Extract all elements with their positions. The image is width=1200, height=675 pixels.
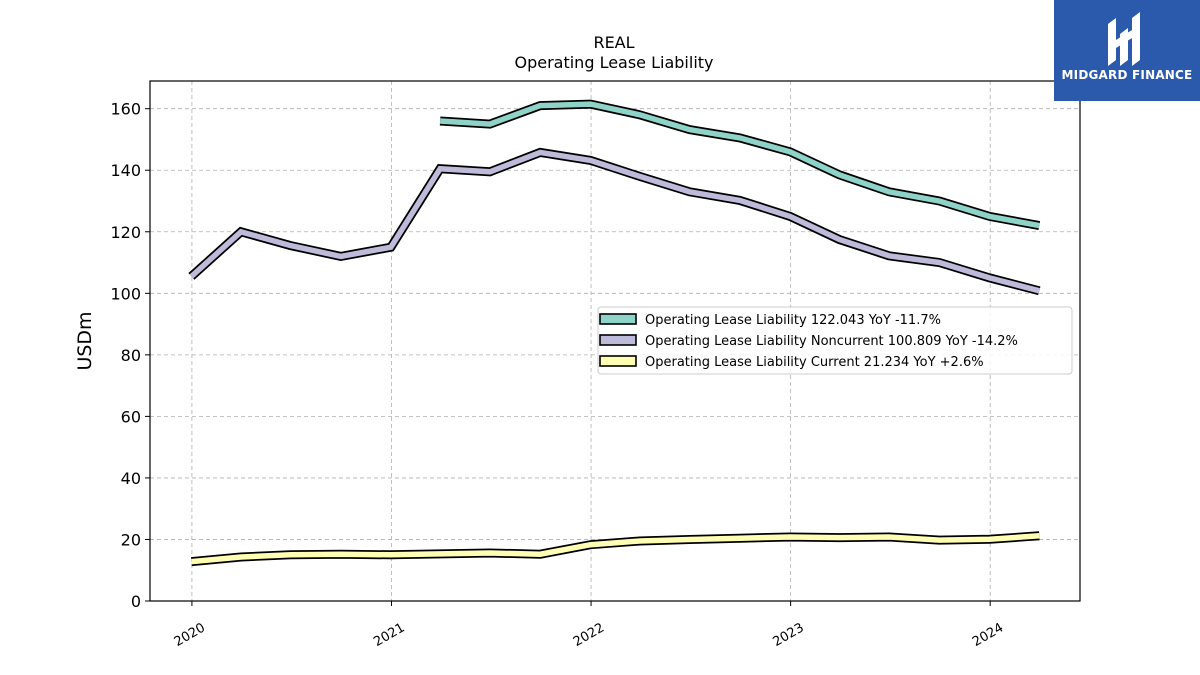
legend: Operating Lease Liability 122.043 YoY -1…: [597, 306, 1073, 375]
y-tick-label: 160: [110, 100, 141, 119]
brand-mark-icon: [1108, 12, 1140, 66]
y-tick-label: 0: [131, 592, 141, 611]
y-tick-label: 60: [121, 407, 141, 426]
y-tick-label: 120: [110, 223, 141, 242]
y-tick-label: 140: [110, 161, 141, 180]
chart-subtitle: Operating Lease Liability: [514, 53, 713, 72]
y-tick-label: 20: [121, 530, 141, 549]
chart-title: REAL: [593, 33, 634, 52]
series-line: [191, 533, 1040, 565]
series-lines: [188, 99, 1041, 567]
legend-entry: Operating Lease Liability Current 21.234…: [645, 355, 984, 370]
brand-logo: MIDGARD FINANCE: [1054, 0, 1200, 101]
brand-name: MIDGARD FINANCE: [1061, 68, 1193, 82]
y-tick-label: 80: [121, 346, 141, 365]
legend-swatch: [599, 355, 637, 367]
series-line: [189, 149, 1040, 294]
y-tick-label: 100: [110, 284, 141, 303]
y-axis: 0 20 40 60 80 100 120 140 160: [110, 100, 150, 611]
y-axis-label: USDm: [74, 311, 96, 370]
legend-entry: Operating Lease Liability 122.043 YoY -1…: [645, 313, 941, 328]
legend-box: [597, 306, 1073, 375]
series-line: [439, 101, 1040, 229]
legend-swatch: [599, 313, 637, 325]
plot-frame: [149, 80, 1081, 602]
legend-swatch: [599, 334, 637, 346]
y-tick-label: 40: [121, 469, 141, 488]
legend-entry: Operating Lease Liability Noncurrent 100…: [645, 334, 1018, 349]
